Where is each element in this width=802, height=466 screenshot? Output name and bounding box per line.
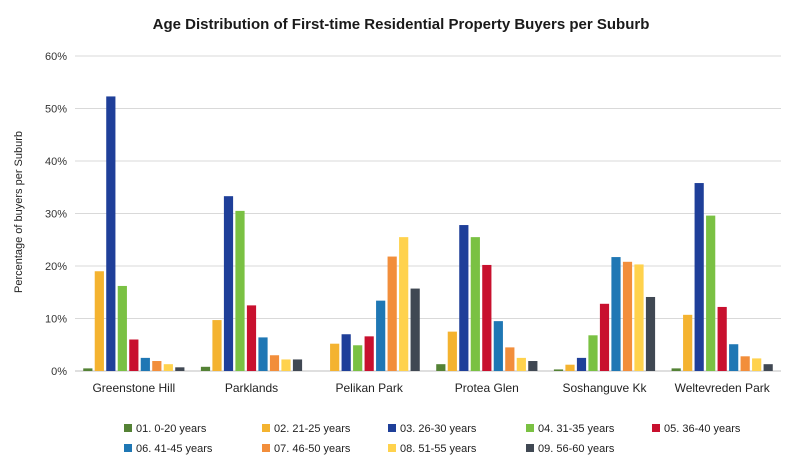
y-tick-label: 30%	[45, 209, 67, 221]
bar	[599, 303, 610, 371]
legend-label: 05. 36-40 years	[664, 423, 741, 435]
bar	[436, 364, 446, 371]
bars	[83, 96, 773, 372]
bar	[106, 96, 116, 372]
bar	[493, 321, 503, 372]
bar	[706, 215, 716, 371]
bar	[387, 256, 397, 371]
bar	[482, 264, 492, 371]
chart-title: Age Distribution of First-time Residenti…	[153, 16, 650, 33]
bar	[634, 264, 644, 371]
y-tick-label: 60%	[45, 51, 67, 63]
bar	[364, 336, 374, 371]
legend-label: 04. 31-35 years	[538, 423, 615, 435]
x-tick-label: Pelikan Park	[335, 381, 403, 395]
bar	[645, 296, 656, 371]
x-tick-label: Parklands	[225, 381, 278, 395]
y-tick-label: 20%	[45, 261, 67, 273]
bar	[588, 335, 598, 371]
bar	[376, 300, 386, 371]
legend-swatch	[526, 444, 534, 452]
bar	[258, 337, 268, 371]
bar	[269, 355, 280, 371]
bar	[528, 361, 538, 371]
bar	[175, 367, 185, 371]
legend-swatch	[124, 444, 132, 452]
y-tick-label: 50%	[45, 104, 67, 116]
bar	[740, 356, 750, 371]
legend-swatch	[124, 424, 132, 432]
legend-label: 01. 0-20 years	[136, 423, 207, 435]
bar	[235, 210, 245, 372]
bar	[94, 271, 104, 371]
bar	[470, 237, 480, 372]
bar	[516, 357, 526, 372]
bar	[292, 359, 303, 371]
legend-swatch	[652, 424, 660, 432]
bar	[152, 361, 162, 371]
gridlines	[75, 55, 781, 372]
bar	[410, 288, 420, 371]
bar	[117, 285, 127, 371]
bar	[140, 357, 150, 372]
bar	[576, 357, 587, 372]
legend-swatch	[262, 424, 270, 432]
y-tick-label: 10%	[45, 314, 67, 326]
bar	[752, 358, 762, 371]
bar	[330, 343, 340, 371]
bar	[281, 359, 291, 371]
x-tick-label: Greenstone Hill	[92, 381, 175, 395]
bar	[212, 320, 222, 371]
bar	[163, 364, 173, 371]
bar	[694, 183, 704, 371]
bar	[353, 345, 363, 371]
bar	[763, 364, 773, 371]
bar	[223, 196, 234, 371]
legend-label: 03. 26-30 years	[400, 423, 477, 435]
bar	[341, 334, 351, 371]
y-axis-label: Percentage of buyers per Suburb	[13, 131, 25, 293]
bar	[505, 347, 515, 372]
bar	[683, 314, 693, 371]
legend: 01. 0-20 years 02. 21-25 years 03. 26-30 y…	[124, 423, 741, 455]
bar	[671, 368, 681, 372]
bar	[399, 237, 409, 372]
bar	[611, 257, 621, 371]
legend-label: 02. 21-25 years	[274, 423, 351, 435]
bar	[717, 306, 727, 371]
bar	[246, 305, 257, 372]
bar	[553, 369, 564, 371]
bar	[459, 225, 469, 371]
bar	[200, 366, 211, 371]
x-tick-label: Weltevreden Park	[675, 381, 771, 395]
y-axis-ticks: 0% 10% 20% 30% 40% 50% 60%	[45, 51, 67, 378]
legend-label: 08. 51-55 years	[400, 443, 477, 455]
legend-swatch	[262, 444, 270, 452]
bar	[622, 261, 633, 371]
y-tick-label: 0%	[51, 366, 67, 378]
bar	[83, 368, 93, 372]
legend-label: 09. 56-60 years	[538, 443, 615, 455]
x-tick-label: Protea Glen	[455, 381, 519, 395]
bar	[565, 364, 575, 371]
legend-label: 06. 41-45 years	[136, 443, 213, 455]
legend-swatch	[526, 424, 534, 432]
bar	[447, 331, 457, 372]
x-axis-ticks: Greenstone Hill Parklands Pelikan Park Prot…	[92, 381, 770, 395]
bar	[729, 344, 739, 371]
y-tick-label: 40%	[45, 156, 67, 168]
x-tick-label: Soshanguve Kk	[562, 381, 647, 395]
legend-swatch	[388, 444, 396, 452]
legend-label: 07. 46-50 years	[274, 443, 351, 455]
legend-swatch	[388, 424, 396, 432]
bar	[129, 339, 139, 371]
